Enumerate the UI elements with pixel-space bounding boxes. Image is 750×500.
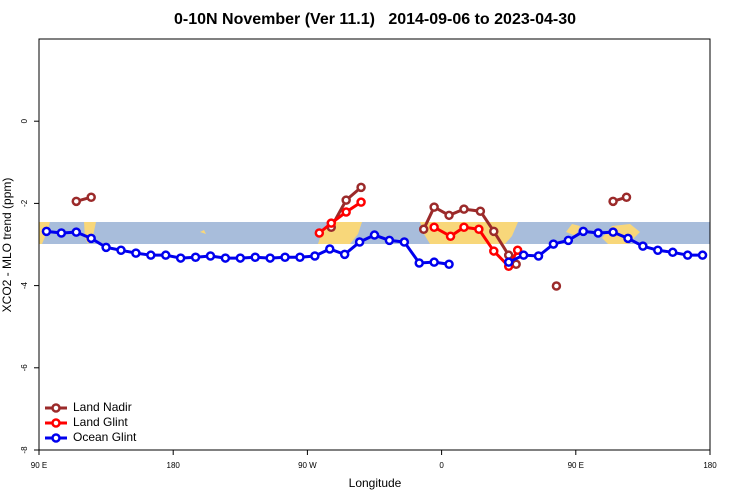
data-point [250,252,260,262]
data-point [697,250,708,260]
data-point [429,202,439,212]
data-point [489,226,499,237]
data-point [356,182,366,193]
data-point [578,226,589,237]
data-point [418,224,429,235]
data-point [339,249,350,260]
legend-marker [51,418,61,428]
data-point [429,222,439,232]
x-tick-label: 180 [167,461,181,470]
data-point [682,250,693,260]
data-point [175,253,186,263]
data-point [608,196,618,207]
data-point [608,227,618,237]
legend-label: Land Nadir [73,400,132,414]
data-point [71,227,82,237]
data-point [369,230,380,240]
data-point [623,233,633,244]
data-point [667,247,678,258]
data-point [146,250,156,260]
y-tick-label: -4 [20,281,29,289]
legend-marker [51,433,61,443]
x-axis-label: Longitude [349,476,402,490]
data-point [86,192,96,202]
series-line [318,200,362,235]
data-point [512,245,523,256]
data-point [116,245,126,256]
data-point [653,245,663,256]
x-tick-label: 90 W [298,461,317,470]
data-point [280,252,290,262]
data-point [295,252,305,262]
y-tick-label: -8 [20,446,29,454]
x-tick-label: 90 E [568,461,584,470]
data-point [341,207,351,217]
chart-title: 0-10N November (Ver 11.1) 2014-09-06 to … [174,11,576,28]
data-point [459,204,469,214]
data-point [190,252,201,262]
data-point [310,251,320,261]
data-point [444,210,454,221]
data-point [638,241,648,251]
y-tick-label: 0 [20,118,29,123]
x-tick-label: 180 [703,461,717,470]
data-point [326,218,337,228]
legend-label: Land Glint [73,415,128,429]
data-point [314,228,325,238]
data-point [444,259,454,269]
y-axis-label: XCO2 - MLO trend (ppm) [0,178,14,313]
x-tick-label: 0 [439,461,444,470]
data-point [551,281,562,291]
y-tick-label: -2 [20,199,29,207]
data-point [265,253,275,263]
data-point [593,228,603,238]
data-point [503,257,514,267]
data-point [41,226,52,237]
data-point [86,233,96,244]
data-point [354,237,365,247]
data-point [325,244,335,254]
data-point [341,195,351,205]
y-tick-label: -6 [20,364,29,372]
data-point [414,258,424,268]
data-point [548,239,559,249]
plot-frame [38,38,711,451]
data-point [205,251,216,261]
data-point [474,224,484,235]
x-tick-label: 90 E [31,461,47,470]
data-point [621,192,632,202]
data-point [489,246,499,256]
data-point [459,222,469,232]
data-point [356,197,366,207]
series-line [46,229,450,266]
data-point [101,242,111,253]
data-point [220,253,231,263]
legend-label: Ocean Glint [73,430,137,444]
data-point [445,231,456,242]
data-point [384,235,395,246]
data-point [518,250,529,260]
data-point [563,235,574,246]
data-point [429,257,439,267]
data-point [235,253,246,263]
data-point [533,251,544,261]
data-point [399,237,410,247]
data-point [56,228,67,238]
data-point [475,206,486,216]
data-point [160,250,171,260]
data-point [131,248,141,258]
data-point [511,259,521,269]
data-point [71,196,82,207]
legend-marker [51,403,61,413]
